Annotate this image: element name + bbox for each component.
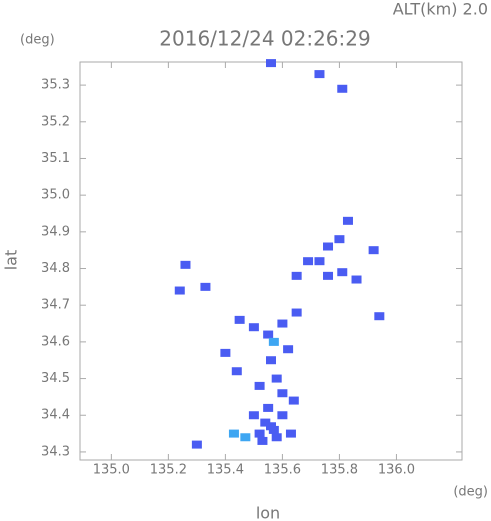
x-tick-label: 135.0 <box>93 463 130 478</box>
echo <box>180 260 191 269</box>
echo <box>291 308 302 317</box>
y-tick-label: 35.1 <box>41 151 70 166</box>
echo <box>263 330 274 339</box>
echo <box>191 440 202 449</box>
y-tick-label: 34.8 <box>41 261 70 276</box>
chart-title: 2016/12/24 02:26:29 <box>159 27 370 51</box>
echo <box>231 367 242 376</box>
y-unit: (deg) <box>20 33 55 48</box>
x-tick-label: 135.8 <box>321 463 358 478</box>
y-tick-label: 34.4 <box>41 408 70 423</box>
echo <box>257 436 268 445</box>
echo <box>374 312 385 321</box>
x-axis-label: lon <box>256 504 280 521</box>
echo <box>254 381 265 390</box>
echo <box>266 356 276 365</box>
plot-frame <box>79 61 463 461</box>
echo <box>174 286 185 295</box>
echo <box>314 257 325 266</box>
echo <box>291 271 302 280</box>
echo <box>277 389 288 398</box>
echo <box>337 84 348 93</box>
x-tick-label: 135.4 <box>207 463 244 478</box>
x-tick-label: 135.6 <box>264 463 301 478</box>
y-tick-label: 34.7 <box>41 298 70 313</box>
echo <box>254 429 265 438</box>
y-tick-label: 34.3 <box>41 444 70 459</box>
y-tick-label: 34.6 <box>41 334 70 349</box>
echo <box>234 315 245 324</box>
x-tick-label: 135.2 <box>150 463 187 478</box>
echo <box>248 323 259 332</box>
echo <box>314 70 325 79</box>
echo <box>268 425 279 434</box>
echo <box>351 275 362 284</box>
echo <box>271 374 282 383</box>
y-tick-label: 35.2 <box>41 114 70 129</box>
echo <box>337 268 348 277</box>
echo <box>285 429 296 438</box>
echo <box>283 345 294 354</box>
echo <box>228 429 239 438</box>
y-tick-label: 34.5 <box>41 371 70 386</box>
echo <box>368 246 379 255</box>
echo <box>260 418 271 427</box>
echo <box>288 396 299 405</box>
altitude: ALT(km) 2.0 <box>393 0 488 19</box>
echo <box>200 282 211 291</box>
echo <box>342 216 353 225</box>
echo <box>263 403 274 412</box>
echo <box>323 242 334 251</box>
echo <box>277 319 288 328</box>
echo <box>220 348 231 357</box>
y-axis-label: lat <box>2 250 21 271</box>
y-tick-label: 35.0 <box>41 188 70 203</box>
y-tick-label: 35.3 <box>41 78 70 93</box>
echo <box>334 235 345 244</box>
echo <box>240 433 251 442</box>
echo <box>303 257 314 266</box>
echo <box>323 271 334 280</box>
echo <box>248 411 259 420</box>
echo <box>271 433 282 442</box>
echo <box>277 411 288 420</box>
echo <box>268 337 279 346</box>
echo <box>266 59 276 68</box>
x-unit: (deg) <box>453 485 488 500</box>
x-tick-label: 136.0 <box>378 463 415 478</box>
y-tick-label: 34.9 <box>41 224 70 239</box>
